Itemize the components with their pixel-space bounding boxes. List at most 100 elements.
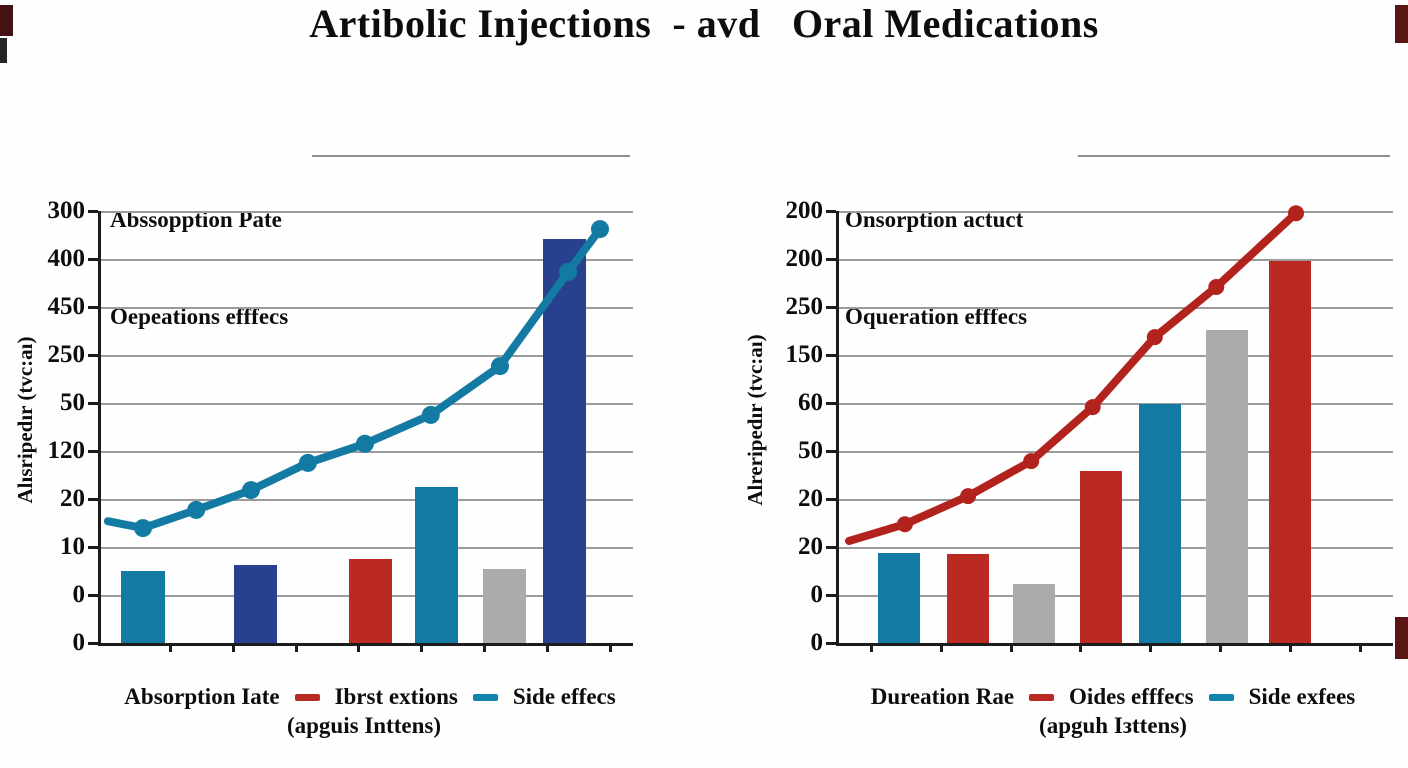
- gridline: [839, 403, 1393, 405]
- line-marker: [491, 357, 509, 376]
- x-tick: [357, 643, 361, 652]
- y-tick-mark: [826, 642, 836, 645]
- bar-3-red: [348, 559, 392, 643]
- y-tick-label: 0: [72, 581, 86, 608]
- trend-line: [103, 220, 609, 538]
- gridline: [101, 307, 633, 309]
- y-tick-mark: [88, 401, 98, 405]
- gridline: [101, 498, 633, 501]
- line-marker: [134, 519, 152, 538]
- bar-1-teal: [877, 553, 920, 643]
- line-marker: [1023, 453, 1040, 470]
- title-rule: [312, 155, 630, 157]
- plot-area: [826, 205, 1393, 652]
- y-tick-label: 150: [785, 340, 824, 368]
- line-marker: [355, 434, 374, 453]
- legend-item-3: Side effecs: [512, 684, 616, 709]
- line-marker: [559, 262, 578, 281]
- line-marker: [242, 481, 260, 500]
- x-tick: [1149, 643, 1153, 652]
- legend-red-dash-icon: [294, 693, 320, 701]
- edge-artifact: [1395, 5, 1408, 43]
- x-tick: [420, 643, 424, 652]
- y-tick-mark: [826, 305, 836, 309]
- line-marker: [1288, 205, 1304, 222]
- y-tick-label: 50: [60, 389, 85, 416]
- y-tick-label: 20: [60, 484, 85, 512]
- legend-subtitle: (apguis Inttens): [286, 713, 441, 738]
- y-tick-mark: [826, 257, 836, 261]
- legend-teal-dash-icon: [1208, 693, 1234, 701]
- y-tick-mark: [88, 450, 98, 453]
- title-rule: [1078, 155, 1390, 157]
- y-tick-mark: [826, 210, 836, 213]
- legend-item-2: Ibrst extions: [334, 684, 458, 709]
- y-tick-mark: [88, 497, 98, 501]
- y-tick-mark: [88, 305, 98, 309]
- bar-2-dark_blue: [233, 564, 277, 643]
- y-tick-label: 20: [798, 533, 823, 560]
- line-marker: [960, 488, 977, 505]
- y-tick-mark: [826, 497, 836, 501]
- y-tick-mark: [826, 546, 836, 549]
- y-tick-label: 10: [60, 533, 85, 560]
- x-tick: [939, 643, 943, 652]
- y-tick-label: 0: [810, 629, 824, 656]
- y-tick-column: 300 400 450 250 50 120 20 10 0 0: [0, 197, 86, 656]
- line-marker: [1146, 329, 1163, 346]
- y-tick-mark: [88, 210, 98, 213]
- bar-2-red: [947, 554, 990, 643]
- y-tick-label: 250: [47, 340, 86, 368]
- gridline: [839, 259, 1393, 261]
- x-tick: [545, 643, 549, 652]
- bar-3-gray: [1012, 583, 1056, 643]
- y-tick-label: 60: [798, 389, 823, 416]
- gridline: [101, 354, 633, 357]
- main-title: Artibolic Injections - avd Oral Medicati…: [309, 1, 1099, 46]
- line-marker: [298, 453, 317, 472]
- legend-item-1: Absorption Iate: [124, 684, 280, 709]
- gridline: [101, 211, 633, 213]
- y-tick-mark: [826, 450, 836, 453]
- gridline: [839, 354, 1393, 357]
- y-tick-mark: [826, 593, 836, 597]
- legend: Dureation Rae Oides efffecs Side exfees: [824, 684, 1402, 710]
- gridline: [101, 259, 633, 261]
- bar-6-dark_blue: [543, 239, 587, 643]
- legend: Absorption Iate Ibrst extions Side effec…: [84, 684, 656, 710]
- legend-subtitle: (apguh Iзttens): [1039, 713, 1187, 738]
- y-tick-label: 450: [47, 293, 86, 320]
- x-tick: [169, 643, 173, 652]
- y-tick-label: 300: [47, 197, 86, 224]
- y-tick-mark: [826, 353, 836, 357]
- legend-red-dash-icon: [1029, 693, 1055, 701]
- x-tick: [1009, 643, 1013, 652]
- x-tick: [870, 643, 874, 652]
- bar-4-teal: [415, 487, 459, 643]
- bar-6-gray: [1205, 329, 1248, 643]
- bar-4-red: [1079, 471, 1123, 643]
- legend-item-2: Oides efffecs: [1069, 684, 1194, 709]
- y-tick-mark: [88, 353, 98, 357]
- edge-artifact: [1395, 617, 1408, 659]
- y-tick-label: 250: [785, 293, 824, 320]
- bar-5-teal: [1138, 404, 1181, 643]
- x-tick: [1288, 643, 1292, 652]
- y-tick-label: 20: [798, 484, 823, 512]
- gridline: [101, 547, 633, 549]
- gridline: [839, 307, 1393, 309]
- line-marker: [591, 220, 609, 239]
- legend-item-1: Dureation Rae: [870, 684, 1015, 709]
- gridline: [839, 211, 1393, 213]
- y-tick-label: 200: [785, 245, 824, 272]
- y-tick-label: 120: [47, 437, 86, 464]
- y-tick-mark: [826, 401, 836, 405]
- line-marker: [1084, 399, 1101, 416]
- x-tick: [608, 643, 612, 652]
- y-tick-label: 200: [785, 197, 824, 224]
- line-marker: [1208, 279, 1225, 295]
- plot-area: [88, 210, 633, 652]
- x-tick: [1358, 643, 1362, 652]
- y-tick-mark: [88, 257, 98, 261]
